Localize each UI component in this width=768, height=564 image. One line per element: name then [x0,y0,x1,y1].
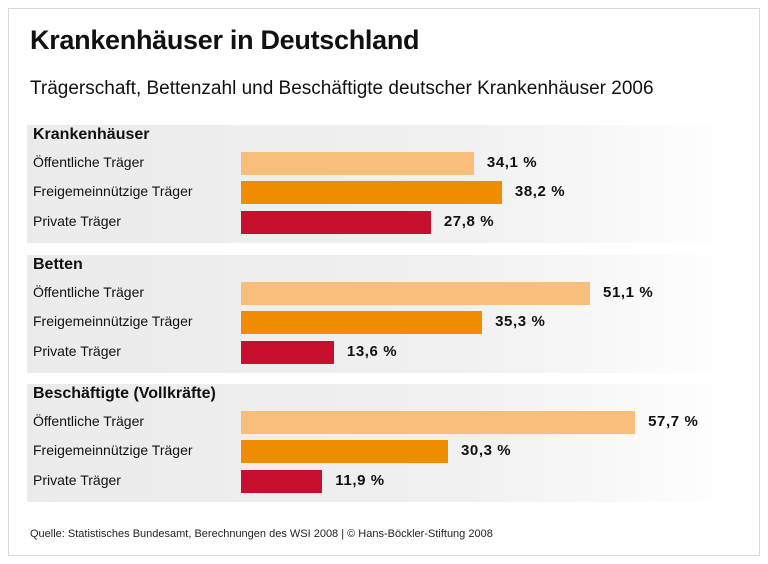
source-note: Quelle: Statistisches Bundesamt, Berechn… [30,528,493,540]
bar-freigemeinnuetzige-traeger [241,181,502,204]
group-1: Krankenhäuser Öffentliche Träger 34,1 % Fre… [27,125,740,243]
value-label-oeffentliche-traeger: 51,1 % [603,284,654,301]
group-title: Krankenhäuser [33,126,150,143]
group-title: Betten [33,256,83,273]
group-3: Beschäftigte (Vollkräfte) Öffentliche Trä… [27,384,740,502]
bar-freigemeinnuetzige-traeger [241,311,483,334]
category-label-private-traeger: Private Träger [33,213,121,229]
category-label-private-traeger: Private Träger [33,472,121,488]
category-label-freigemeinnuetzige-traeger: Freigemeinnützige Träger [33,442,193,458]
category-label-freigemeinnuetzige-traeger: Freigemeinnützige Träger [33,313,193,329]
category-label-private-traeger: Private Träger [33,343,121,359]
bar-freigemeinnuetzige-traeger [241,440,448,463]
value-label-private-traeger: 11,9 % [335,472,385,489]
chart-subtitle: Trägerschaft, Bettenzahl und Beschäftigt… [30,78,654,99]
category-label-oeffentliche-traeger: Öffentliche Träger [33,413,145,429]
group-2: Betten Öffentliche Träger 51,1 % Freigemein… [27,255,740,373]
chart-title: Krankenhäuser in Deutschland [30,25,420,55]
value-label-freigemeinnuetzige-traeger: 38,2 % [514,183,566,200]
chart-frame [8,8,760,556]
category-label-oeffentliche-traeger: Öffentliche Träger [33,284,145,300]
bar-private-traeger [241,470,323,493]
value-label-private-traeger: 13,6 % [346,343,398,360]
bar-private-traeger [241,211,431,234]
bar-oeffentliche-traeger [241,411,636,434]
bar-private-traeger [241,341,334,364]
group-title: Beschäftigte (Vollkräfte) [33,385,216,402]
value-label-oeffentliche-traeger: 34,1 % [486,154,538,171]
bar-oeffentliche-traeger [241,282,590,305]
value-label-freigemeinnuetzige-traeger: 30,3 % [460,442,512,459]
value-label-private-traeger: 27,8 % [443,213,495,230]
value-label-freigemeinnuetzige-traeger: 35,3 % [495,313,546,330]
category-label-oeffentliche-traeger: Öffentliche Träger [33,154,145,170]
value-label-oeffentliche-traeger: 57,7 % [648,413,699,430]
bar-oeffentliche-traeger [241,152,474,175]
category-label-freigemeinnuetzige-traeger: Freigemeinnützige Träger [33,183,193,199]
